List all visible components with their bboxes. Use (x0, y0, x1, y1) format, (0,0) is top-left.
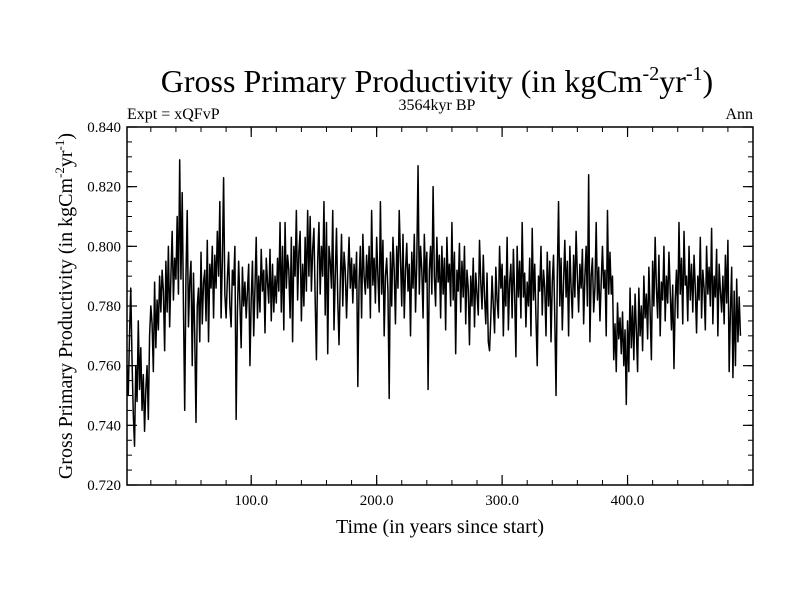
y-axis-ticks: 0.720 0.740 0.760 0.780 0.800 0.820 0.840 (87, 120, 753, 494)
y-tick-label: 0.820 (87, 180, 121, 196)
season-label: Ann (725, 106, 753, 123)
y-tick-label: 0.740 (87, 418, 121, 434)
plot-frame (126, 126, 754, 486)
x-minor-ticks (150, 127, 754, 485)
y-tick-label: 0.800 (87, 239, 121, 255)
y-axis-label: Gross Primary Productivity (in kgCm-2yr-… (52, 133, 77, 479)
y-tick-label: 0.780 (87, 299, 121, 315)
x-tick-label: 100.0 (234, 493, 268, 509)
y-tick-label: 0.840 (87, 120, 121, 136)
chart-title: Gross Primary Productivity (in kgCm-2yr-… (161, 63, 713, 99)
gpp-series-line (126, 159, 742, 447)
period-label: 3564kyr BP (399, 97, 476, 114)
x-tick-label: 400.0 (611, 493, 645, 509)
y-tick-label: 0.720 (87, 478, 121, 494)
experiment-label: Expt = xQFvP (127, 106, 220, 123)
x-axis-ticks: 100.0 200.0 300.0 400.0 (234, 127, 644, 509)
x-tick-label: 200.0 (360, 493, 394, 509)
y-tick-label: 0.760 (87, 359, 121, 375)
x-axis-label: Time (in years since start) (336, 516, 544, 538)
x-tick-label: 300.0 (485, 493, 519, 509)
